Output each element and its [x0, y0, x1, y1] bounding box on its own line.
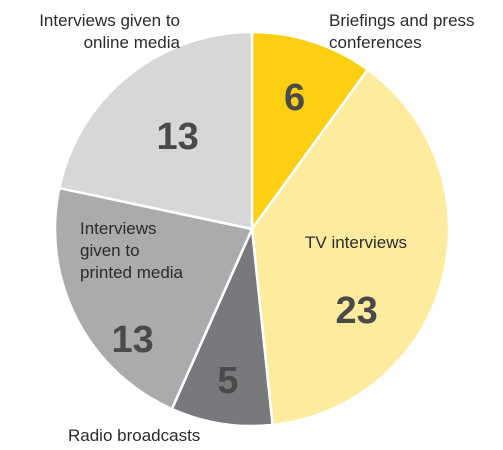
label-radio-broadcasts: Radio broadcasts — [68, 425, 200, 447]
value-label-interviews-given-to-online-media: 13 — [156, 116, 198, 158]
label-online-line-1: Interviews given to — [39, 11, 180, 30]
value-label-interviews-given-to-printed-media: 13 — [111, 319, 153, 361]
label-printed-line-1: Interviews — [80, 219, 157, 238]
label-online-line-2: online media — [83, 33, 180, 52]
label-radio-text: Radio broadcasts — [68, 426, 201, 445]
label-briefings: Briefings and press conferences — [329, 10, 475, 54]
value-label-radio-broadcasts: 5 — [217, 360, 238, 402]
label-briefings-line-1: Briefings and press — [329, 11, 475, 30]
value-label-briefings-and-press-conferences: 6 — [284, 77, 305, 119]
label-tv-interviews: TV interviews — [305, 232, 407, 254]
label-tv-text: TV interviews — [305, 233, 408, 252]
pie-slice-interviews-given-to-online-media — [58, 30, 254, 231]
pie-slice-radio-broadcasts — [170, 227, 274, 428]
label-printed-line-2: given to — [80, 241, 140, 260]
pie-slice-briefings-and-press-conferences — [250, 30, 370, 231]
pie-slice-interviews-given-to-printed-media — [53, 186, 254, 411]
label-printed-line-3: printed media — [80, 263, 184, 282]
label-briefings-line-2: conferences — [329, 33, 422, 52]
label-online-media: Interviews given to online media — [10, 10, 180, 54]
value-label-tv-interviews: 23 — [336, 290, 378, 332]
pie-slice-tv-interviews — [250, 68, 451, 427]
label-printed-media: Interviews given to printed media — [80, 218, 183, 284]
